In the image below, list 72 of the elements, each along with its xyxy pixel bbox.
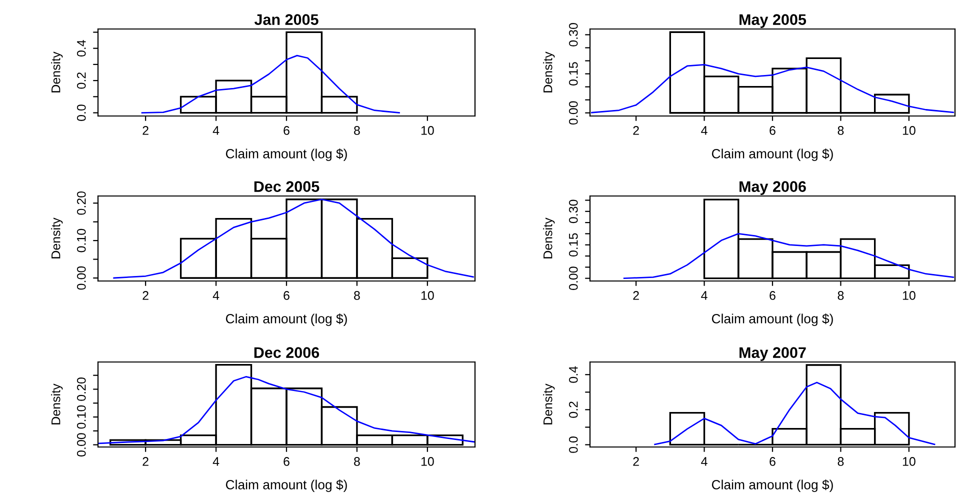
y-tick-label: 0.30 (568, 200, 578, 224)
x-tick-label: 2 (142, 291, 148, 300)
x-tick-label: 4 (701, 126, 708, 135)
chart-title: Dec 2006 (254, 347, 320, 358)
y-axis-title: Density (543, 52, 555, 92)
x-axis-title: Claim amount (log $) (712, 479, 833, 492)
x-tick-label: 6 (284, 457, 290, 466)
chart-title: Dec 2005 (254, 181, 320, 192)
y-tick-label: 0.15 (568, 233, 578, 257)
line-series (113, 198, 474, 279)
line-series (591, 64, 954, 114)
y-axis-title: Density (51, 52, 63, 92)
x-tick-label: 6 (284, 291, 290, 300)
x-tick-label: 10 (902, 291, 916, 300)
x-axis-title: Claim amount (log $) (226, 313, 347, 326)
x-tick-label: 10 (902, 126, 916, 135)
x-tick-label: 10 (421, 291, 434, 300)
y-tick-label: 0.00 (76, 266, 86, 290)
x-tick-label: 6 (284, 126, 290, 135)
chart-title: May 2006 (740, 181, 806, 196)
chart-title: May 2005 (740, 14, 806, 28)
x-axis-title: Claim amount (log $) (226, 148, 347, 161)
x-tick-label: 8 (838, 126, 844, 135)
x-tick-label: 2 (633, 126, 639, 135)
x-tick-label: 10 (421, 126, 434, 135)
x-tick-label: 4 (212, 291, 220, 300)
line-series (623, 233, 954, 280)
x-tick-label: 8 (838, 291, 844, 300)
y-axis-title: Density (543, 218, 555, 258)
x-tick-label: 2 (142, 126, 148, 135)
y-axis-title: Density (543, 384, 555, 424)
x-tick-label: 8 (838, 457, 844, 466)
x-tick-label: 6 (770, 291, 776, 300)
y-tick-label: 0.15 (568, 62, 578, 86)
x-tick-label: 4 (701, 291, 708, 300)
line-series (141, 54, 400, 114)
x-axis-title: Claim amount (log $) (712, 148, 833, 161)
chart-title: May 2007 (740, 347, 806, 362)
y-tick-label: 0.0 (76, 104, 86, 121)
y-tick-label: 0.4 (76, 40, 86, 57)
x-tick-label: 2 (142, 457, 148, 466)
x-tick-label: 8 (354, 457, 360, 466)
y-tick-label: 0.00 (568, 101, 578, 125)
y-tick-label: 0.10 (76, 405, 86, 429)
x-tick-label: 4 (212, 457, 220, 466)
y-tick-label: 0.0 (568, 436, 578, 453)
y-tick-label: 0.4 (568, 366, 578, 383)
y-tick-label: 0.2 (76, 72, 86, 89)
line-series (98, 376, 475, 444)
line-series (654, 382, 936, 446)
y-tick-label: 0.00 (568, 266, 578, 290)
y-tick-label: 0.00 (76, 433, 86, 456)
chart-title: Jan 2005 (254, 14, 318, 25)
x-tick-label: 8 (354, 126, 360, 135)
x-tick-label: 10 (421, 457, 434, 466)
x-tick-label: 10 (902, 457, 916, 466)
y-axis-title: Density (51, 218, 63, 258)
y-tick-label: 0.20 (76, 378, 86, 401)
x-axis-title: Claim amount (log $) (226, 479, 347, 492)
y-tick-label: 0.20 (76, 191, 86, 215)
x-axis-title: Claim amount (log $) (712, 313, 833, 326)
x-tick-label: 2 (633, 291, 639, 300)
x-tick-label: 2 (633, 457, 639, 466)
x-tick-label: 6 (770, 126, 776, 135)
x-tick-label: 8 (354, 291, 360, 300)
y-tick-label: 0.10 (76, 228, 86, 252)
y-tick-label: 0.30 (568, 23, 578, 46)
x-tick-label: 6 (770, 457, 776, 466)
x-tick-label: 4 (701, 457, 708, 466)
y-tick-label: 0.2 (568, 402, 578, 418)
y-axis-title: Density (51, 384, 63, 424)
x-tick-label: 4 (212, 126, 220, 135)
